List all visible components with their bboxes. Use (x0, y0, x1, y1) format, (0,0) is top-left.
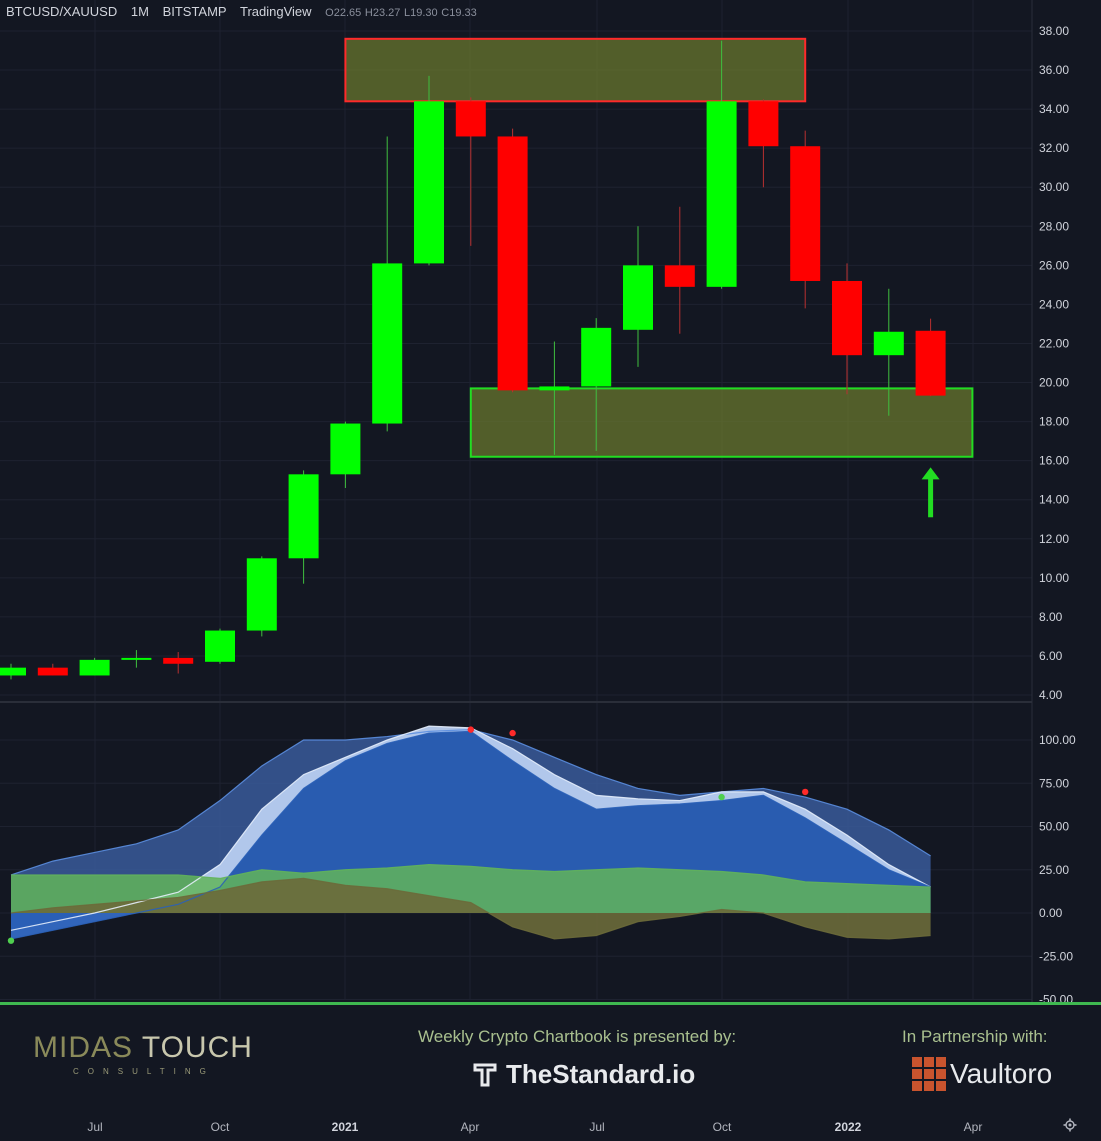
brand-sub: CONSULTING (73, 1067, 215, 1076)
candle-body-2020-07 (79, 659, 110, 676)
candle-body-2020-08 (121, 657, 152, 660)
candle-body-2021-02 (372, 263, 403, 424)
candle-body-2020-06 (37, 667, 68, 676)
osc-tick-6: 100.00 (1039, 733, 1076, 747)
price-tick-0: 4.00 (1039, 688, 1063, 702)
x-tick-jul-2020: Jul (87, 1120, 103, 1134)
osc-line-4 (10, 877, 931, 940)
osc-marker-4 (7, 937, 15, 944)
price-tick-17: 38.00 (1039, 24, 1069, 38)
x-tick-apr-2021: Apr (460, 1120, 480, 1134)
up-arrow-head (921, 467, 940, 480)
price-tick-13: 30.00 (1039, 180, 1069, 194)
partner-name: Vaultoro (950, 1058, 1053, 1089)
candle-body-2022-01 (832, 280, 862, 356)
x-tick-jul-2021: Jul (589, 1120, 605, 1134)
candle-body-2021-07 (581, 327, 612, 387)
price-tick-4: 12.00 (1039, 532, 1069, 546)
x-tick-oct-2020: Oct (210, 1120, 230, 1134)
candle-body-2020-09 (163, 657, 194, 664)
zone-support (469, 387, 974, 458)
price-tick-15: 34.00 (1039, 102, 1069, 116)
price-tick-14: 32.00 (1039, 141, 1069, 155)
price-axis-bg (1032, 0, 1101, 1002)
candle-body-2020-10 (205, 630, 235, 662)
osc-line-3 (11, 863, 931, 888)
x-tick-2022: 2022 (834, 1120, 862, 1134)
osc-tick-1: -25.00 (1039, 949, 1073, 963)
candles-group (0, 40, 946, 680)
candle-body-2021-05 (497, 136, 528, 391)
price-tick-1: 6.00 (1039, 649, 1063, 663)
ohlc-close: C19.33 (441, 7, 477, 19)
time-axis[interactable]: Jul Oct 2021 Apr Jul Oct 2022 Apr (0, 1110, 1101, 1141)
osc-marker-0 (467, 726, 474, 733)
brand-part2: TOUCH (141, 1031, 253, 1064)
presented-by-text: Weekly Crypto Chartbook is presented by: (418, 1027, 737, 1046)
candle-body-2021-06 (539, 386, 570, 391)
partnership-text: In Partnership with: (902, 1027, 1048, 1046)
candle-body-2021-04 (455, 101, 486, 137)
sponsor-name: TheStandard.io (506, 1059, 696, 1089)
price-tick-5: 14.00 (1039, 493, 1069, 507)
x-tick-oct-2021: Oct (712, 1120, 732, 1134)
candle-body-2022-02 (873, 331, 904, 356)
chart-header: BTCUSD/XAUUSD 1M BITSTAMP TradingView O2… (6, 4, 477, 19)
candle-body-2021-11 (748, 101, 779, 147)
candle-body-2021-12 (790, 146, 821, 281)
osc-area-olive (11, 878, 931, 939)
price-tick-11: 26.00 (1039, 258, 1069, 272)
price-tick-7: 18.00 (1039, 415, 1069, 429)
osc-tick-0: -50.00 (1039, 993, 1073, 1003)
exchange-label: BITSTAMP (162, 4, 227, 19)
price-tick-9: 22.00 (1039, 336, 1069, 350)
osc-marker-2 (718, 793, 725, 801)
osc-marker-3 (802, 788, 809, 796)
candle-body-2020-12 (288, 474, 319, 559)
ohlc-high: H23.27 (364, 7, 401, 19)
thestandard-logo: TheStandard.io (472, 1059, 695, 1090)
candle-body-2021-09 (664, 265, 695, 287)
osc-tick-5: 75.00 (1039, 776, 1069, 790)
brand-part1: MIDAS (33, 1031, 134, 1064)
ohlc-low: L19.30 (404, 7, 438, 19)
interval-label[interactable]: 1M (130, 4, 149, 19)
price-tick-12: 28.00 (1039, 219, 1069, 233)
price-tick-16: 36.00 (1039, 63, 1069, 77)
x-tick-2021: 2021 (331, 1120, 359, 1134)
x-tick-apr-2022: Apr (963, 1120, 983, 1134)
gear-icon[interactable] (1063, 1118, 1077, 1132)
candle-body-2020-05 (0, 667, 26, 676)
platform-label: TradingView (240, 4, 312, 19)
price-tick-2: 8.00 (1039, 610, 1063, 624)
symbol-label[interactable]: BTCUSD/XAUUSD (6, 4, 118, 19)
candle-body-2022-03 (915, 330, 946, 396)
ohlc-open: O22.65 (325, 7, 362, 19)
candle-body-2021-01 (330, 423, 361, 475)
candle-body-2021-03 (414, 101, 444, 264)
candle-body-2021-10 (706, 101, 737, 287)
thestandard-icon (473, 1063, 497, 1086)
vaultoro-logo: Vaultoro (912, 1057, 1052, 1091)
price-axis-ticks: 4.00 6.00 8.00 10.00 12.00 14.00 16.00 18.00 20.… (1039, 24, 1076, 1002)
vaultoro-grid-icon (912, 1057, 946, 1091)
price-tick-10: 24.00 (1039, 297, 1069, 311)
price-tick-6: 16.00 (1039, 454, 1069, 468)
price-tick-8: 20.00 (1039, 376, 1069, 390)
candle-body-2020-11 (246, 558, 277, 631)
chart-canvas[interactable]: 4.00 6.00 8.00 10.00 12.00 14.00 16.00 18.00 20.… (0, 0, 1101, 1002)
candle-body-2021-08 (623, 265, 653, 330)
midas-touch-logo: MIDAS TOUCH CONSULTING (33, 1031, 253, 1076)
osc-marker-1 (509, 729, 516, 737)
price-tick-3: 10.00 (1039, 571, 1069, 585)
sponsor-banner: MIDAS TOUCH CONSULTING Weekly Crypto Cha… (0, 1002, 1101, 1110)
osc-tick-2: 0.00 (1039, 906, 1063, 920)
oscillator-pane (7, 725, 931, 944)
osc-tick-3: 25.00 (1039, 863, 1069, 877)
zone-resistance (344, 37, 807, 103)
osc-tick-4: 50.00 (1039, 820, 1069, 834)
